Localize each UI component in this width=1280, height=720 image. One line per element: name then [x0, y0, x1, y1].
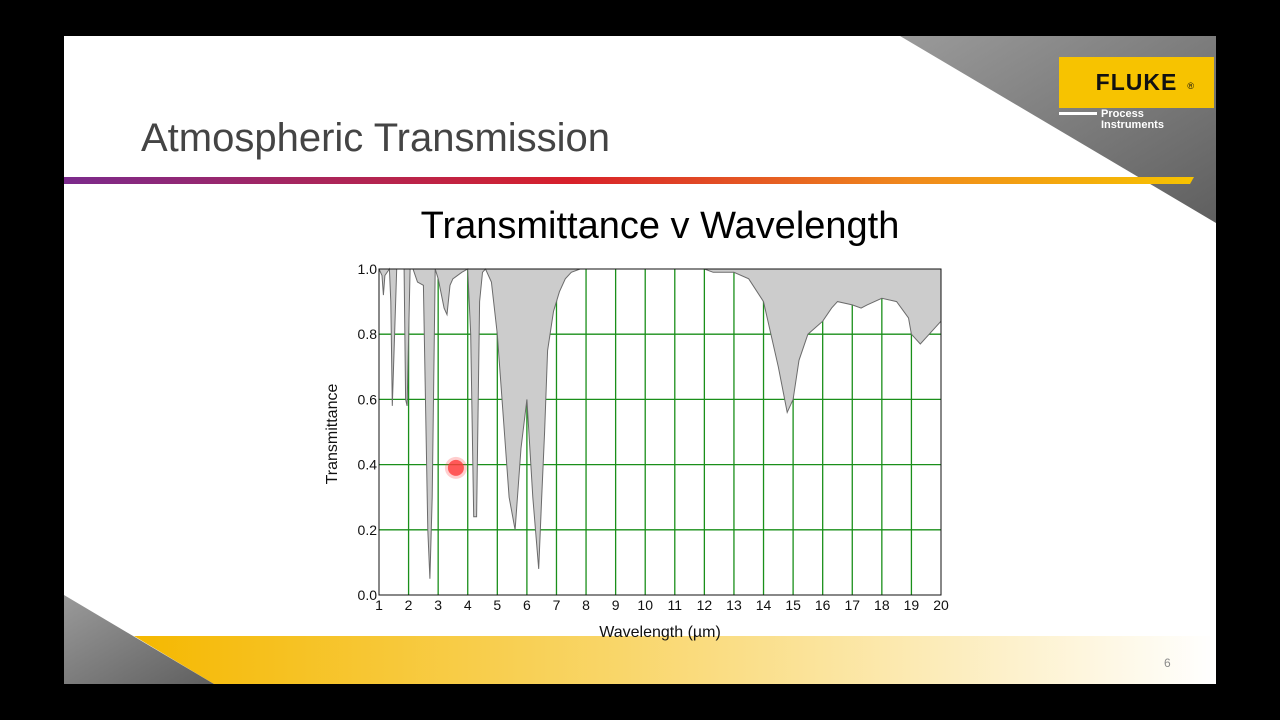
x-tick-label: 19	[904, 597, 920, 613]
x-tick-label: 3	[434, 597, 442, 613]
x-tick-label: 6	[523, 597, 531, 613]
slide: Atmospheric Transmission FLUKE ® Process…	[64, 36, 1216, 684]
x-tick-label: 5	[493, 597, 501, 613]
x-tick-label: 9	[612, 597, 620, 613]
x-tick-label: 16	[815, 597, 831, 613]
x-tick-label: 2	[405, 597, 413, 613]
fluke-logo: FLUKE ®	[1059, 57, 1214, 108]
absorption-area	[379, 269, 941, 579]
area-layer	[378, 267, 942, 579]
x-tick-label: 4	[464, 597, 472, 613]
x-tick-label: 20	[933, 597, 949, 613]
transmittance-chart: Transmittance v Wavelength 1 2 3 4 5 6 7 8 9 10 11…	[324, 205, 949, 641]
x-tick-label: 11	[668, 597, 683, 613]
plot-background	[379, 269, 941, 595]
x-tick-label: 18	[874, 597, 890, 613]
x-tick-label: 12	[697, 597, 713, 613]
logo-subtitle: Process Instruments	[1101, 109, 1211, 131]
chart-title: Transmittance v Wavelength	[421, 205, 900, 247]
logo-sub-line-1: Process	[1101, 108, 1144, 120]
x-tick-label: 14	[756, 597, 772, 613]
logo-sub-line-2: Instruments	[1101, 119, 1164, 131]
logo-wordmark: FLUKE	[1095, 69, 1178, 95]
x-axis-label: Wavelength (µm)	[599, 624, 721, 641]
red-marker	[447, 459, 464, 476]
y-tick-label: 0.8	[358, 326, 378, 342]
plot-frame	[378, 268, 942, 596]
x-tick-label: 1	[375, 597, 383, 613]
y-tick-label: 1.0	[358, 261, 378, 277]
y-tick-label: 0.2	[358, 522, 378, 538]
x-tick-label: 10	[637, 597, 653, 613]
y-axis-label: Transmittance	[324, 384, 341, 485]
grid-layer	[379, 269, 941, 595]
tick-layer: 1 2 3 4 5 6 7 8 9 10 11 12 13 14 15 16 17 18 19 200.00.20.4…	[358, 261, 949, 613]
page-number: 6	[1164, 656, 1171, 670]
marker-layer	[444, 456, 467, 479]
slide-title: Atmospheric Transmission	[141, 116, 611, 160]
x-tick-label: 15	[785, 597, 801, 613]
registered-mark: ®	[1187, 81, 1194, 91]
x-tick-label: 17	[844, 597, 860, 613]
y-tick-label: 0.0	[358, 587, 378, 603]
x-tick-label: 8	[582, 597, 590, 613]
bottom-yellow-band	[134, 636, 1216, 684]
y-tick-label: 0.4	[358, 457, 378, 473]
bottom-left-gray-wedge	[64, 595, 214, 684]
x-tick-label: 7	[553, 597, 561, 613]
logo-underline	[1059, 112, 1097, 115]
y-tick-label: 0.6	[358, 391, 378, 407]
transmittance-line	[378, 267, 942, 579]
top-color-stripe	[64, 177, 1194, 184]
x-tick-label: 13	[726, 597, 742, 613]
